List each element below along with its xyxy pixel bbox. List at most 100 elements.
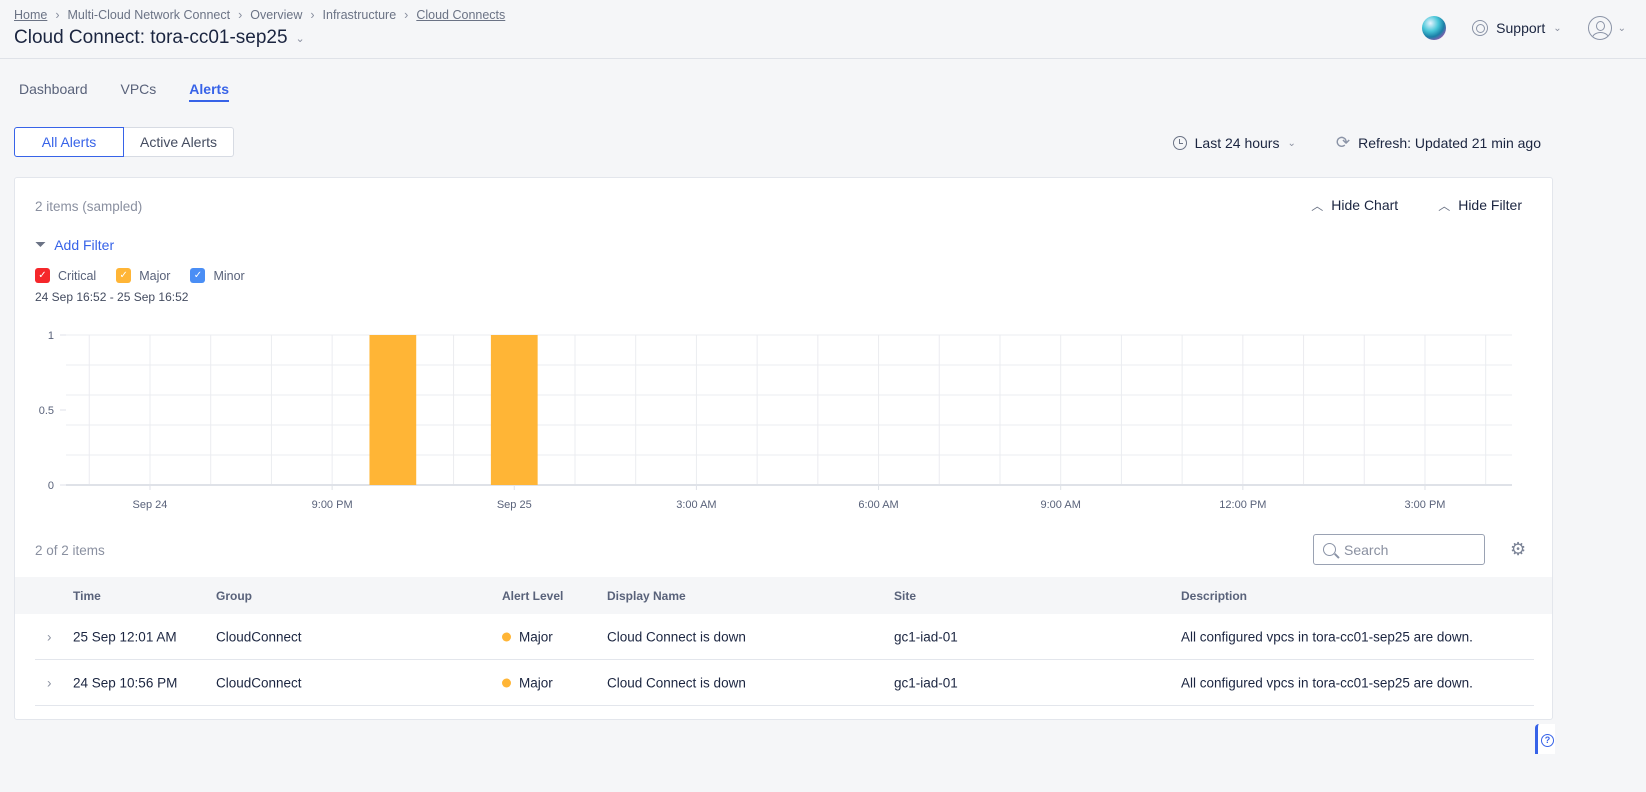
cell-display-name: Cloud Connect is down: [607, 629, 746, 644]
chevron-up-icon: ︿: [1311, 199, 1324, 213]
legend-major[interactable]: ✓ Major: [116, 268, 170, 283]
table-row[interactable]: › 25 Sep 12:01 AM CloudConnect Major Clo…: [35, 614, 1534, 660]
lifebuoy-icon: [1472, 20, 1489, 36]
alert-level-label: Major: [519, 629, 553, 644]
table-item-count: 2 of 2 items: [35, 543, 105, 558]
help-button[interactable]: ?: [1535, 724, 1555, 754]
x-tick-label: 3:00 AM: [676, 499, 716, 511]
legend-label: Minor: [213, 268, 245, 283]
refresh-icon: ⟳: [1335, 133, 1351, 152]
help-icon: ?: [1541, 734, 1554, 747]
cell-alert-level: Major: [502, 675, 553, 690]
active-alerts-button[interactable]: Active Alerts: [124, 127, 234, 157]
cell-time: 25 Sep 12:01 AM: [73, 629, 177, 644]
breadcrumb-home[interactable]: Home: [14, 8, 48, 22]
assistant-orb-icon[interactable]: [1422, 16, 1447, 40]
y-tick-label: 0: [48, 480, 54, 492]
clock-icon: [1172, 136, 1187, 150]
refresh-button[interactable]: ⟳ Refresh: Updated 21 min ago: [1336, 133, 1541, 153]
tab-alerts[interactable]: Alerts: [189, 81, 229, 102]
alerts-histogram: 0 0.5 1 Sep 24 9:00 PM Sep 25 3:00 AM 6:00 AM 9:…: [39, 330, 1512, 511]
table-row[interactable]: › 24 Sep 10:56 PM CloudConnect Major Clo…: [35, 660, 1534, 706]
y-tick-label: 0.5: [39, 405, 54, 417]
chart-date-range: 24 Sep 16:52 - 25 Sep 16:52: [35, 290, 189, 304]
tab-bar: Dashboard VPCs Alerts: [19, 81, 229, 102]
checkbox-checked-icon[interactable]: ✓: [116, 268, 132, 283]
cell-site: gc1-iad-01: [894, 629, 958, 644]
sampled-count: 2 items (sampled): [35, 199, 143, 214]
chevron-right-icon: ›: [404, 8, 409, 22]
user-menu[interactable]: ⌄: [1587, 16, 1626, 40]
chevron-down-icon: ⌄: [1553, 22, 1562, 34]
x-tick-label: 6:00 AM: [858, 499, 898, 511]
time-range-label: Last 24 hours: [1194, 135, 1280, 151]
hide-filter-label: Hide Filter: [1458, 197, 1522, 213]
legend-label: Major: [139, 268, 171, 283]
hide-chart-button[interactable]: ︿ Hide Chart: [1311, 197, 1398, 214]
column-display-name[interactable]: Display Name: [607, 588, 686, 603]
cell-alert-level: Major: [502, 629, 553, 644]
major-dot-icon: [502, 632, 511, 642]
legend-minor[interactable]: ✓ Minor: [190, 268, 245, 283]
legend-critical[interactable]: ✓ Critical: [35, 268, 96, 283]
x-tick-label: Sep 24: [133, 499, 168, 511]
support-menu[interactable]: Support ⌄: [1472, 20, 1562, 36]
chevron-right-icon[interactable]: ›: [47, 675, 52, 690]
chevron-down-icon: ⌄: [1287, 137, 1296, 149]
refresh-label: Refresh: Updated 21 min ago: [1358, 135, 1541, 151]
column-description[interactable]: Description: [1181, 588, 1248, 603]
x-tick-label: 12:00 PM: [1219, 499, 1266, 511]
page-header: Home › Multi-Cloud Network Connect › Overv…: [0, 0, 1646, 59]
cell-description: All configured vpcs in tora-cc01-sep25 a…: [1181, 629, 1473, 644]
checkbox-checked-icon[interactable]: ✓: [35, 268, 50, 283]
tab-dashboard[interactable]: Dashboard: [19, 81, 88, 97]
cell-group: CloudConnect: [216, 629, 302, 644]
user-avatar-icon: [1587, 16, 1612, 40]
page-title-dropdown[interactable]: Cloud Connect: tora-cc01-sep25 ⌄: [14, 27, 305, 49]
x-tick-label: 9:00 PM: [312, 499, 353, 511]
all-alerts-button[interactable]: All Alerts: [14, 127, 124, 157]
page-title: Cloud Connect: tora-cc01-sep25: [14, 27, 288, 48]
tab-vpcs[interactable]: VPCs: [120, 81, 157, 97]
y-tick-label: 1: [48, 330, 54, 342]
breadcrumb-overview: Overview: [250, 8, 303, 22]
filter-icon: ⏷: [35, 236, 47, 252]
gear-icon[interactable]: ⚙: [1510, 539, 1527, 559]
cell-display-name: Cloud Connect is down: [607, 675, 746, 690]
chart-legend: ✓ Critical ✓ Major ✓ Minor: [35, 268, 245, 283]
chevron-right-icon[interactable]: ›: [47, 629, 52, 644]
breadcrumb-cloud-connects[interactable]: Cloud Connects: [416, 8, 506, 22]
x-tick-label: Sep 25: [497, 499, 532, 511]
chevron-right-icon: ›: [310, 8, 315, 22]
legend-label: Critical: [58, 268, 97, 283]
time-range-select[interactable]: Last 24 hours ⌄: [1172, 135, 1296, 151]
cell-group: CloudConnect: [216, 675, 302, 690]
search-placeholder: Search: [1344, 541, 1389, 558]
hide-chart-label: Hide Chart: [1331, 197, 1399, 213]
bar-major: [490, 335, 538, 485]
column-alert-level[interactable]: Alert Level: [502, 588, 564, 603]
hide-filter-button[interactable]: ︿ Hide Filter: [1438, 197, 1522, 214]
x-tick-label: 9:00 AM: [1041, 499, 1081, 511]
x-tick-label: 3:00 PM: [1404, 499, 1445, 511]
bar-major: [369, 335, 417, 485]
checkbox-checked-icon[interactable]: ✓: [190, 268, 206, 283]
column-group[interactable]: Group: [216, 588, 252, 603]
chevron-right-icon: ›: [238, 8, 243, 22]
search-input[interactable]: Search: [1313, 534, 1485, 565]
support-label: Support: [1496, 20, 1546, 36]
cell-site: gc1-iad-01: [894, 675, 958, 690]
cell-time: 24 Sep 10:56 PM: [73, 675, 178, 690]
chevron-right-icon: ›: [55, 8, 60, 22]
add-filter-button[interactable]: ⏷ Add Filter: [35, 236, 114, 253]
column-site[interactable]: Site: [894, 588, 917, 603]
chevron-down-icon: ⌄: [295, 32, 305, 45]
breadcrumb-mcn: Multi-Cloud Network Connect: [67, 8, 231, 22]
table-header: Time Group Alert Level Display Name Site…: [15, 577, 1552, 614]
column-time[interactable]: Time: [73, 588, 101, 603]
breadcrumb: Home › Multi-Cloud Network Connect › Overv…: [14, 8, 505, 22]
alerts-panel: 2 items (sampled) ︿ Hide Chart ︿ Hide Filt…: [14, 177, 1553, 720]
breadcrumb-infrastructure: Infrastructure: [322, 8, 397, 22]
major-dot-icon: [502, 678, 511, 688]
search-icon: [1323, 543, 1336, 556]
